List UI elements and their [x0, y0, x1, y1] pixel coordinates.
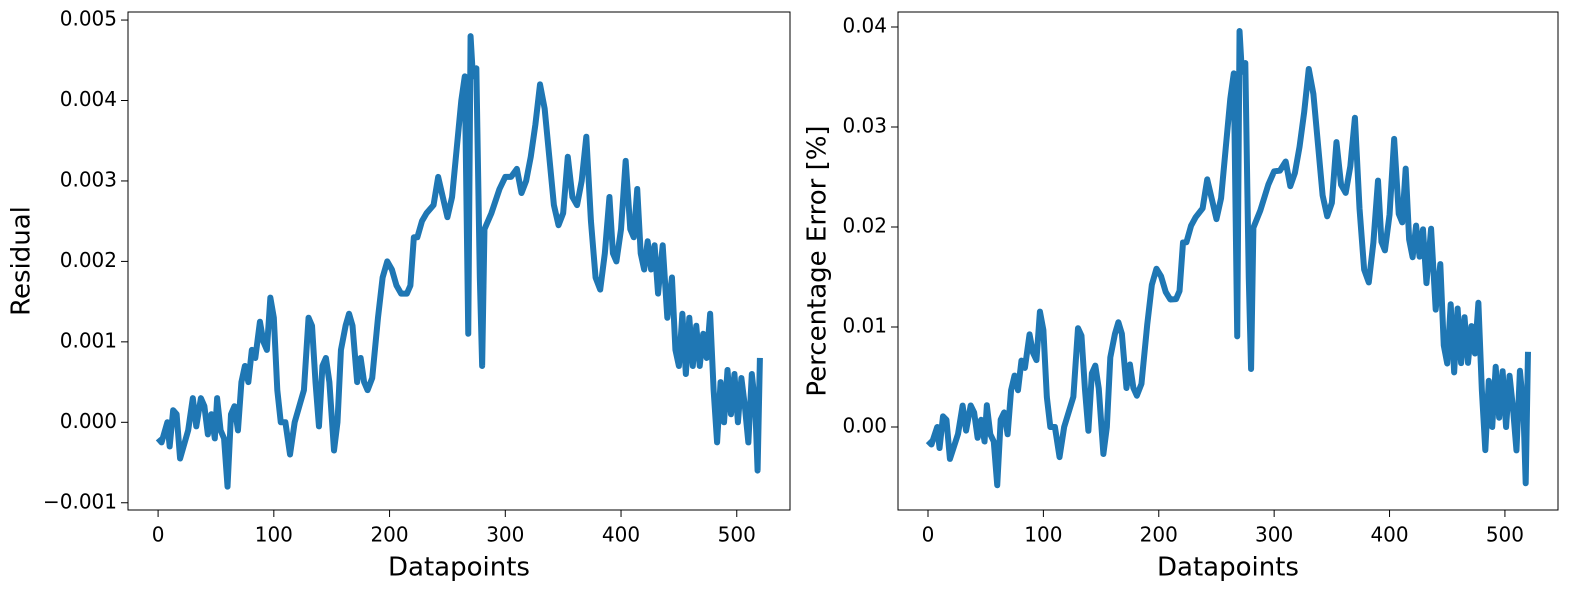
y-tick-label: 0.003: [60, 167, 117, 191]
y-tick-label: 0.005: [60, 7, 117, 31]
x-tick-label: 0: [922, 523, 935, 547]
y-tick-label: −0.001: [43, 489, 117, 513]
x-tick-label: 400: [602, 523, 640, 547]
x-tick-label: 200: [1140, 523, 1178, 547]
y-tick-label: 0.03: [842, 114, 887, 138]
y-tick-label: 0.002: [60, 248, 117, 272]
data-line: [155, 33, 763, 490]
y-axis-label: Residual: [7, 206, 37, 316]
y-tick-label: 0.00: [842, 414, 887, 438]
x-tick-label: 500: [718, 523, 756, 547]
x-axis-label: Datapoints: [388, 553, 530, 583]
y-tick-label: 0.01: [842, 314, 887, 338]
x-tick-label: 100: [1024, 523, 1062, 547]
y-axis-label: Percentage Error [%]: [803, 125, 833, 396]
x-tick-label: 300: [486, 523, 524, 547]
data-line: [925, 28, 1531, 489]
y-tick-label: 0.001: [60, 328, 117, 352]
y-tick-label: 0.02: [842, 214, 887, 238]
y-tick-label: 0.04: [842, 14, 887, 38]
plot-frame: [127, 11, 791, 511]
x-tick-label: 100: [255, 523, 293, 547]
y-tick-label: 0.000: [60, 409, 117, 433]
x-tick-label: 400: [1370, 523, 1408, 547]
x-tick-label: 0: [152, 523, 165, 547]
y-tick-label: 0.004: [60, 87, 117, 111]
x-tick-label: 300: [1255, 523, 1293, 547]
x-axis-label: Datapoints: [1157, 553, 1299, 583]
x-tick-label: 200: [370, 523, 408, 547]
plot-frame: [897, 11, 1559, 511]
x-tick-label: 500: [1486, 523, 1524, 547]
